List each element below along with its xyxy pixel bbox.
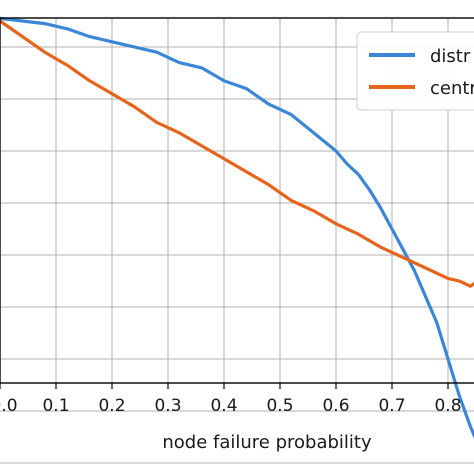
plot-frame xyxy=(0,17,474,384)
x-axis-label: node failure probability xyxy=(162,432,372,453)
series-line-centr xyxy=(0,19,474,288)
x-tick-label: 0.5 xyxy=(266,396,293,416)
x-tick-label: 0.0 xyxy=(0,396,18,416)
legend: distr centr xyxy=(356,31,474,111)
legend-label-centr: centr xyxy=(430,78,474,99)
series-line-distr xyxy=(0,16,474,440)
x-tick-label: 0.7 xyxy=(378,396,405,416)
x-axis-ticks: 0.0 0.1 0.2 0.3 0.4 0.5 0.6 0.7 0.8 xyxy=(0,383,462,416)
series-layer xyxy=(0,16,474,440)
x-tick-label: 0.2 xyxy=(98,396,125,416)
x-tick-label: 0.1 xyxy=(42,396,69,416)
x-tick-label: 0.6 xyxy=(322,396,349,416)
x-tick-label: 0.3 xyxy=(154,396,181,416)
x-tick-label: 0.4 xyxy=(210,396,237,416)
legend-label-distr: distr xyxy=(430,46,471,67)
x-tick-label: 0.8 xyxy=(434,396,461,416)
legend-box xyxy=(356,31,474,111)
